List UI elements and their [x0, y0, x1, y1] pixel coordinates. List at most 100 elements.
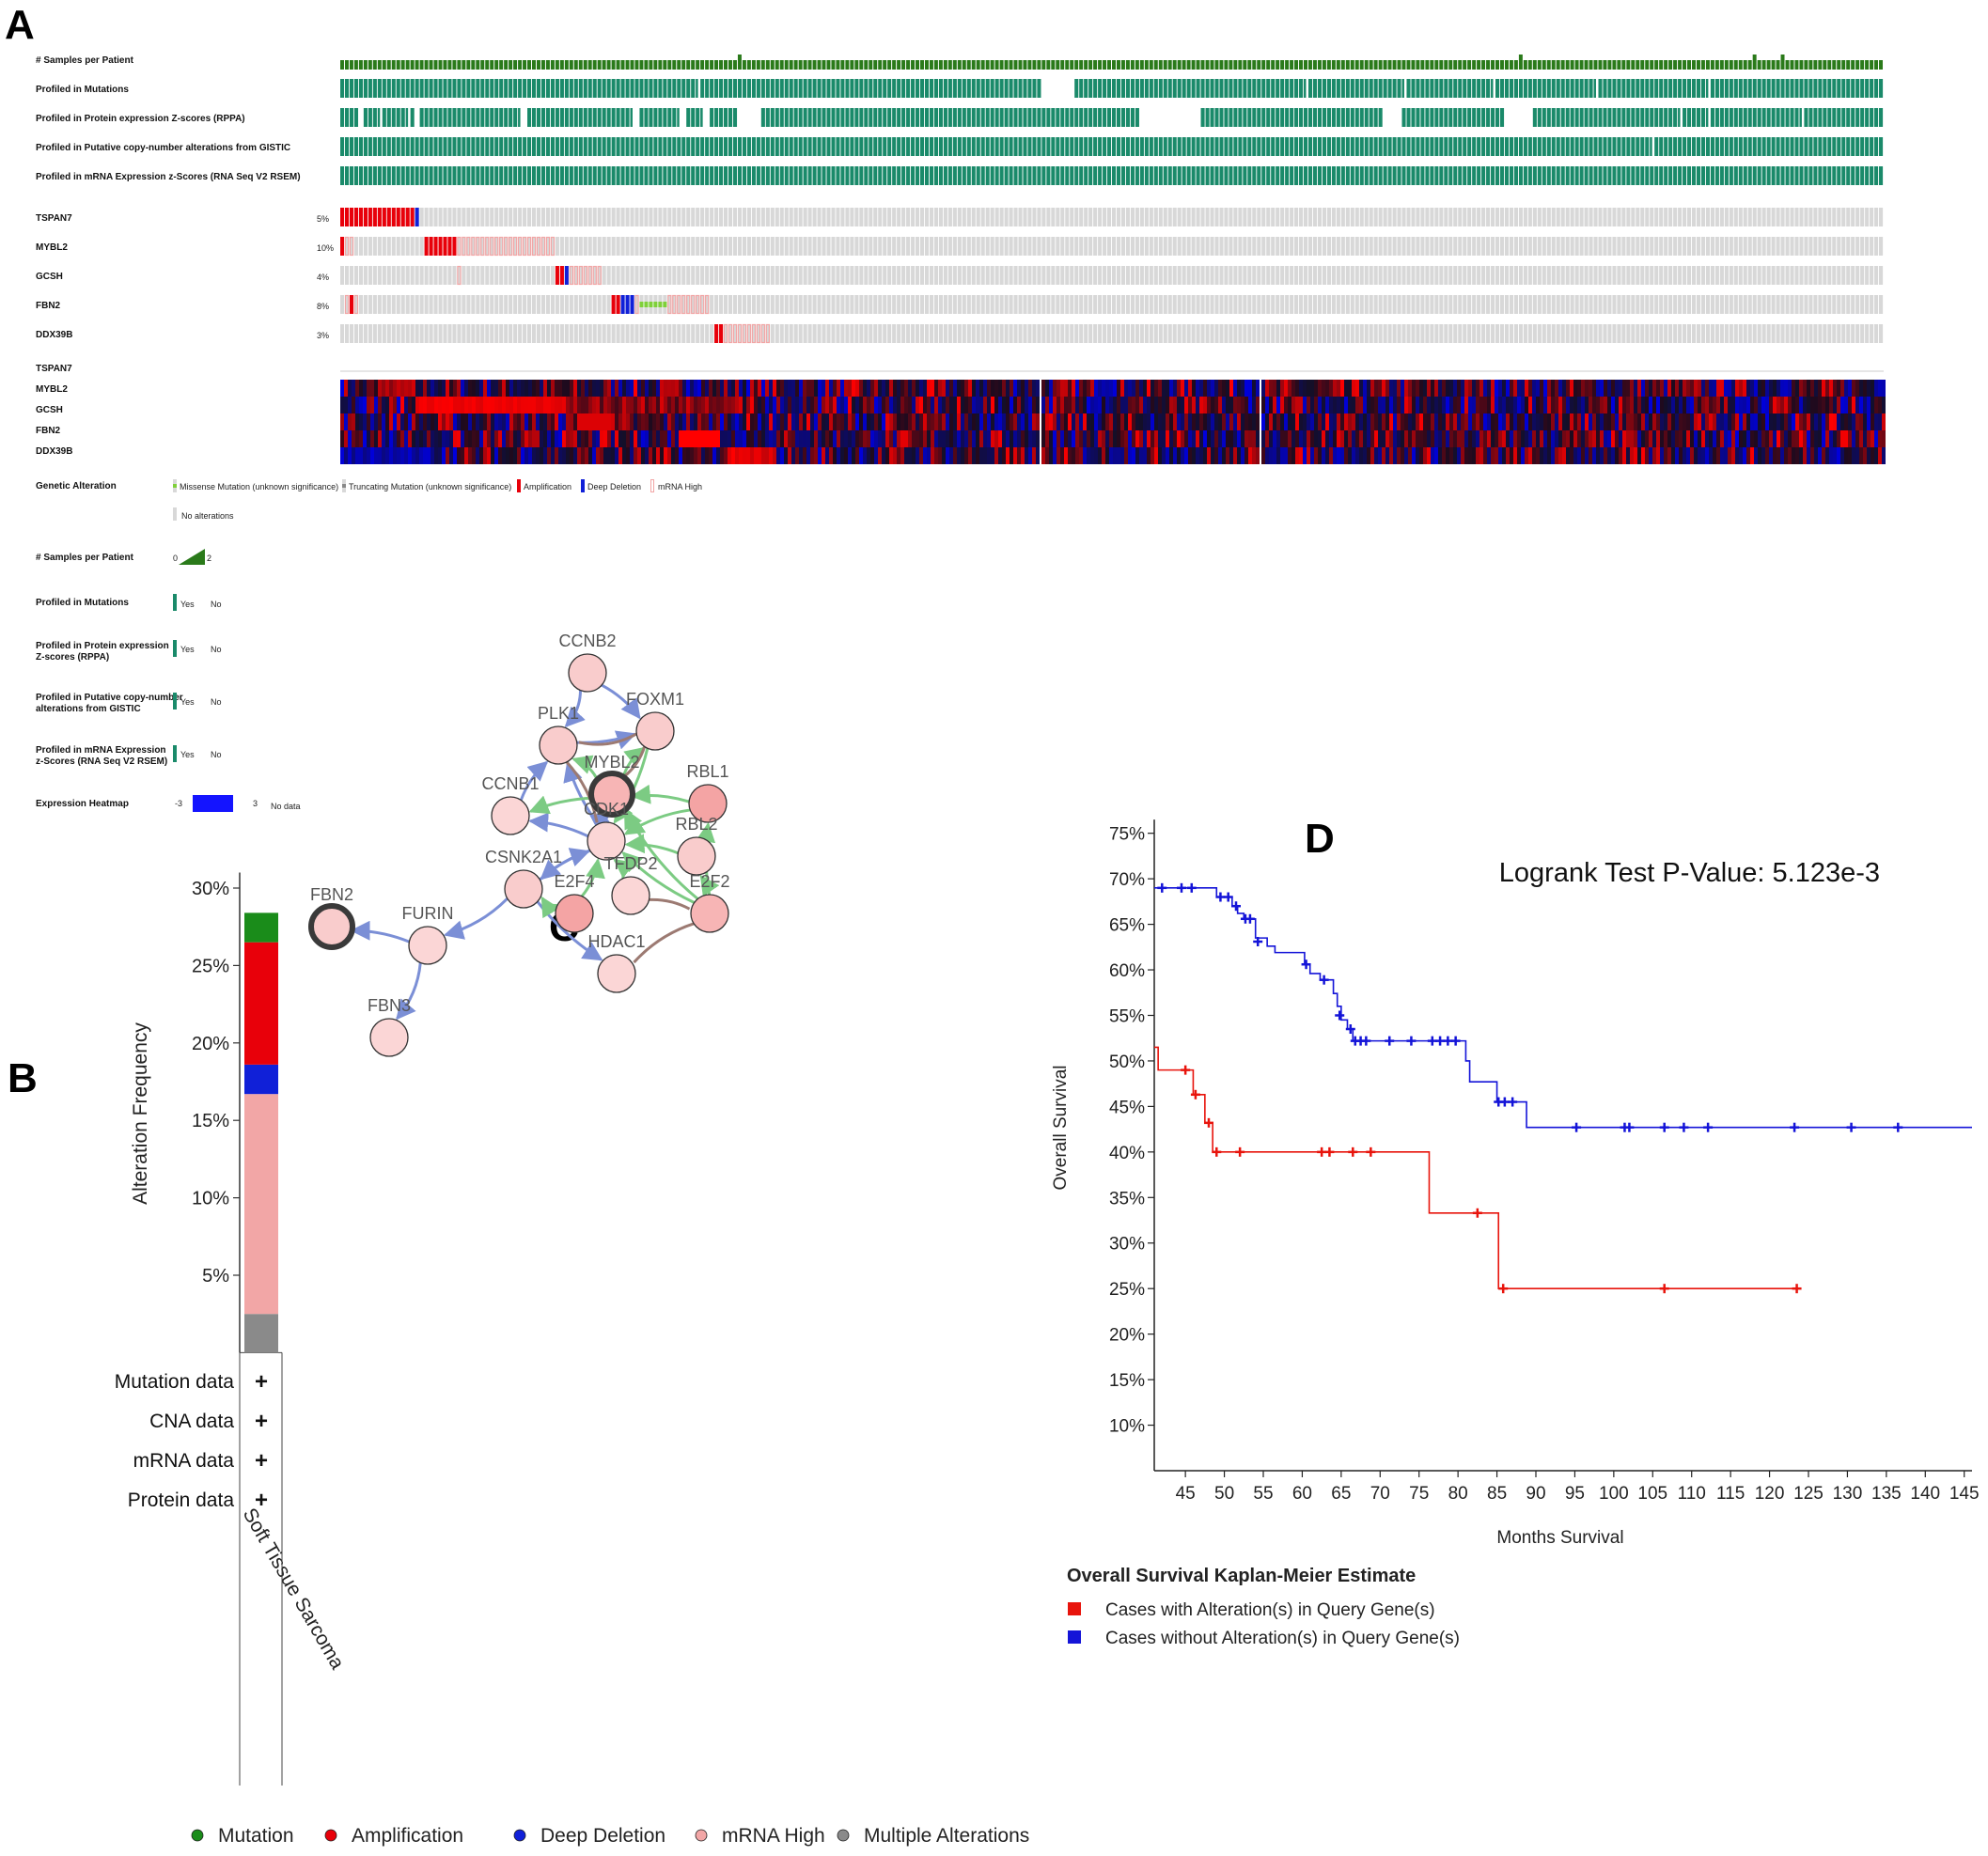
profiled-cell: [1846, 108, 1850, 127]
alteration-cell: [1384, 208, 1387, 226]
alteration-cell: [1744, 324, 1747, 343]
sample-count-cell: [1865, 60, 1869, 70]
alteration-cell: [1439, 266, 1443, 285]
sample-count-cell: [1777, 60, 1780, 70]
heatmap-cell: [1427, 413, 1431, 430]
profiled-cell: [1159, 79, 1163, 98]
heatmap-cell: [1848, 397, 1852, 413]
heatmap-cell: [1389, 430, 1393, 447]
heatmap-cell: [1728, 380, 1731, 397]
alteration-cell: [1393, 295, 1397, 314]
heatmap-cell: [1746, 413, 1750, 430]
alteration-cell: [1145, 208, 1149, 226]
heatmap-cell: [1720, 380, 1724, 397]
alteration-cell: [1538, 208, 1542, 226]
alteration-cell: [1453, 324, 1457, 343]
heatmap-cell: [1720, 430, 1724, 447]
profiled-cell: [1304, 79, 1306, 98]
heatmap-cell: [1476, 430, 1479, 447]
profiled-cell: [1692, 79, 1696, 98]
profiled-cell: [1187, 166, 1191, 185]
alteration-cell: [1252, 295, 1256, 314]
alteration-cell: [1547, 324, 1551, 343]
alteration-cell: [1243, 266, 1246, 285]
profiled-cell: [1140, 79, 1144, 98]
profiled-cell: [1276, 108, 1279, 127]
alteration-cell: [1088, 208, 1092, 226]
heatmap-cell: [1072, 397, 1075, 413]
alteration-cell: [1874, 237, 1878, 256]
profiled-cell: [1561, 166, 1565, 185]
alteration-cell: [1351, 295, 1354, 314]
heatmap-cell: [1427, 380, 1431, 397]
profiled-cell: [1304, 166, 1307, 185]
alteration-cell: [1626, 237, 1630, 256]
profiled-cell: [1121, 79, 1125, 98]
alteration-cell: [1214, 324, 1218, 343]
profiled-cell: [1098, 108, 1102, 127]
profiled-cell: [1074, 166, 1078, 185]
sample-count-cell: [1294, 60, 1298, 70]
profiled-cell: [1346, 166, 1350, 185]
heatmap-cell: [1641, 430, 1645, 447]
heatmap-cell: [1769, 397, 1773, 413]
profiled-cell: [1557, 137, 1560, 156]
alteration-cell: [1781, 208, 1785, 226]
heatmap-cell: [1506, 413, 1510, 430]
profiled-cell: [1472, 166, 1476, 185]
heatmap-cell: [1117, 397, 1120, 413]
alteration-cell: [1617, 208, 1620, 226]
alteration-cell: [1370, 208, 1373, 226]
profiled-cell: [1744, 137, 1747, 156]
profiled-cell: [1533, 79, 1537, 98]
alteration-cell: [1299, 295, 1303, 314]
alteration-cell: [1463, 208, 1466, 226]
heatmap-cell: [1423, 380, 1427, 397]
heatmap-cell: [1540, 430, 1543, 447]
alteration-cell: [1135, 295, 1139, 314]
heatmap-cell: [1765, 413, 1769, 430]
alteration-cell: [1360, 324, 1364, 343]
alteration-cell: [1131, 208, 1135, 226]
heatmap-cell: [1566, 430, 1570, 447]
heatmap-cell: [1280, 430, 1284, 447]
heatmap-cell: [1611, 397, 1615, 413]
alteration-cell: [1715, 266, 1719, 285]
sample-count-cell: [1266, 60, 1270, 70]
alteration-cell: [1117, 295, 1120, 314]
sample-count-cell: [1701, 60, 1705, 70]
profiled-cell: [1734, 79, 1738, 98]
heatmap-cell: [1072, 413, 1075, 430]
heatmap-cell: [1419, 430, 1423, 447]
alteration-cell: [1589, 295, 1593, 314]
profiled-cell: [1697, 108, 1700, 127]
heatmap-cell: [1728, 413, 1731, 430]
heatmap-cell: [1754, 430, 1758, 447]
alteration-cell: [1351, 208, 1354, 226]
alteration-cell: [1355, 237, 1359, 256]
sample-count-cell: [1626, 60, 1630, 70]
alteration-cell: [1197, 208, 1200, 226]
profiled-cell: [1725, 137, 1729, 156]
alteration-cell: [1659, 208, 1663, 226]
profiled-cell: [1299, 108, 1303, 127]
heatmap-cell: [1109, 430, 1113, 447]
alteration-cell: [1673, 237, 1677, 256]
heatmap-cell: [1487, 397, 1491, 413]
alteration-cell: [1495, 208, 1499, 226]
alteration-cell: [1730, 324, 1733, 343]
profiled-cell: [1416, 108, 1419, 127]
alteration-cell: [1528, 266, 1532, 285]
heatmap-cell: [1222, 397, 1226, 413]
alteration-cell: [1439, 237, 1443, 256]
heatmap-cell: [1378, 397, 1382, 413]
profiled-cell: [1650, 79, 1653, 98]
alteration-cell: [1804, 295, 1808, 314]
alteration-cell: [1299, 208, 1303, 226]
alteration-cell: [1851, 324, 1855, 343]
heatmap-cell: [1248, 430, 1252, 447]
heatmap-cell: [1461, 413, 1464, 430]
alteration-cell: [1739, 237, 1743, 256]
heatmap-cell: [1788, 413, 1792, 430]
heatmap-cell: [1630, 430, 1634, 447]
